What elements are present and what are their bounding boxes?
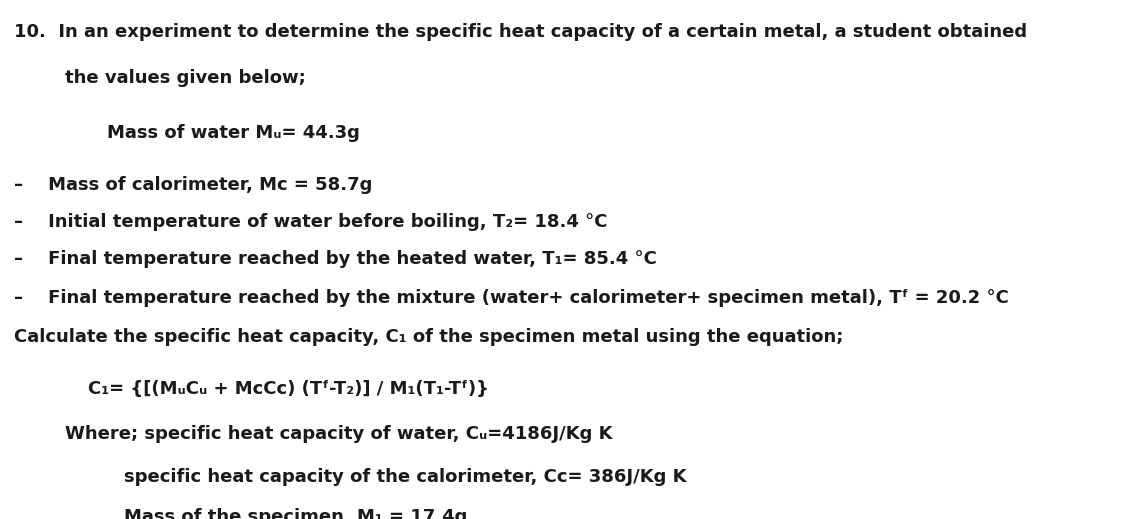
Text: –    Initial temperature of water before boiling, T₂= 18.4 °C: – Initial temperature of water before bo… xyxy=(14,213,608,231)
Text: specific heat capacity of the calorimeter, Cᴄ= 386J/Kg K: specific heat capacity of the calorimete… xyxy=(124,468,686,486)
Text: –    Final temperature reached by the mixture (water+ calorimeter+ specimen meta: – Final temperature reached by the mixtu… xyxy=(14,289,1008,307)
Text: Where; specific heat capacity of water, Cᵤ=4186J/Kg K: Where; specific heat capacity of water, … xyxy=(65,425,613,443)
Text: C₁= {[(MᵤCᵤ + MᴄCᴄ) (Tᶠ-T₂)] / M₁(T₁-Tᶠ)}: C₁= {[(MᵤCᵤ + MᴄCᴄ) (Tᶠ-T₂)] / M₁(T₁-Tᶠ)… xyxy=(88,380,488,398)
Text: Mass of water Mᵤ= 44.3g: Mass of water Mᵤ= 44.3g xyxy=(107,124,360,142)
Text: Calculate the specific heat capacity, C₁ of the specimen metal using the equatio: Calculate the specific heat capacity, C₁… xyxy=(14,328,843,346)
Text: the values given below;: the values given below; xyxy=(65,69,306,87)
Text: –    Final temperature reached by the heated water, T₁= 85.4 °C: – Final temperature reached by the heate… xyxy=(14,250,656,268)
Text: 10.  In an experiment to determine the specific heat capacity of a certain metal: 10. In an experiment to determine the sp… xyxy=(14,23,1027,42)
Text: Mass of the specimen, M₁ = 17.4g: Mass of the specimen, M₁ = 17.4g xyxy=(124,508,467,519)
Text: –    Mass of calorimeter, Mᴄ = 58.7g: – Mass of calorimeter, Mᴄ = 58.7g xyxy=(14,176,372,195)
